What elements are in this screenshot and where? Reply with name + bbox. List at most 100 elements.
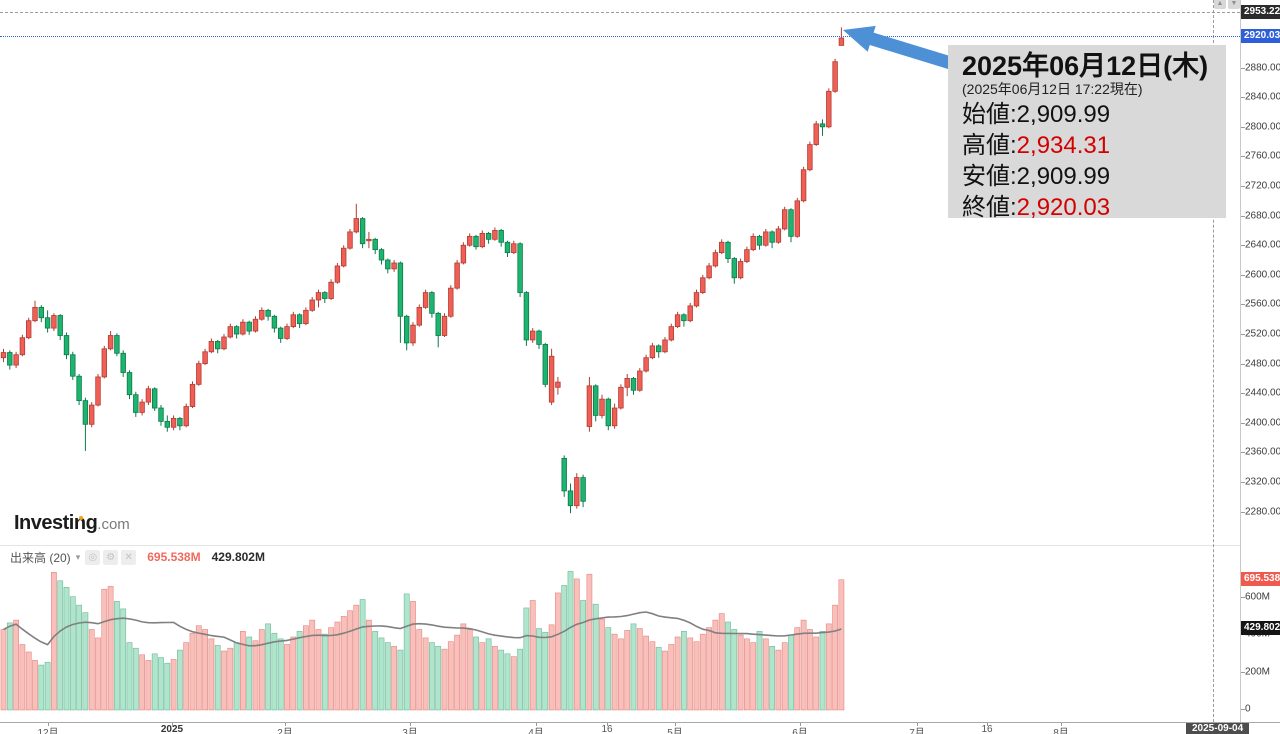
- volume-bar: [315, 629, 322, 711]
- tooltip-row-label: 終値:: [962, 194, 1017, 221]
- candle-body-up: [693, 292, 700, 307]
- volume-bar: [687, 637, 694, 711]
- candle-body-down: [44, 317, 51, 329]
- volume-bar: [69, 596, 76, 711]
- volume-bar: [290, 636, 297, 711]
- candle-body-down: [126, 372, 133, 396]
- price-tick-mark: [1241, 156, 1245, 158]
- volume-bar: [775, 649, 782, 711]
- volume-bar: [485, 638, 492, 711]
- volume-current-badge: 695.538M: [1241, 571, 1280, 586]
- volume-bar: [6, 622, 13, 711]
- candle-body-down: [429, 292, 435, 314]
- volume-bar: [25, 651, 32, 711]
- volume-bar: [271, 632, 278, 711]
- candle-body-down: [246, 321, 252, 332]
- crosshair-date-badge: 2025-09-04: [1186, 723, 1250, 734]
- volume-bar: [529, 600, 536, 711]
- volume-bar: [655, 646, 662, 711]
- volume-bar: [819, 631, 826, 711]
- candle-body-up: [662, 339, 668, 353]
- crosshair-vertical-line: [1213, 0, 1214, 722]
- price-tick-mark: [1241, 511, 1245, 513]
- price-tick-label: 2520.00: [1245, 328, 1280, 340]
- candle-body-up: [586, 385, 593, 427]
- time-tick-mark: [48, 723, 49, 726]
- volume-bar: [309, 619, 316, 711]
- candle-body-up: [189, 383, 196, 407]
- volume-pane[interactable]: [0, 545, 1240, 723]
- volume-bar: [95, 637, 101, 711]
- volume-ma-badge: 429.802M: [1241, 621, 1280, 636]
- volume-chart-canvas[interactable]: [0, 546, 1240, 723]
- time-tick-mark: [987, 723, 988, 726]
- volume-bar: [183, 642, 190, 711]
- time-tick-label: 5月: [667, 728, 683, 734]
- price-tick-mark: [1241, 482, 1245, 484]
- price-tick-mark: [1241, 67, 1245, 69]
- volume-bar: [170, 659, 177, 711]
- volume-bar: [50, 572, 57, 711]
- volume-bar: [114, 601, 120, 711]
- volume-bar: [662, 650, 668, 711]
- candle-body-down: [265, 309, 271, 317]
- candle-body-up: [366, 238, 372, 242]
- candle-body-up: [548, 355, 555, 403]
- candle-body-up: [315, 292, 322, 301]
- candle-body-down: [567, 490, 574, 507]
- volume-bar: [296, 631, 303, 711]
- candle-body-up: [674, 314, 681, 328]
- candle-body-up: [25, 320, 32, 339]
- candle-body-up: [328, 281, 334, 299]
- candle-body-up: [347, 231, 353, 249]
- candle-body-down: [731, 258, 737, 279]
- chart-control-up-button[interactable]: ▲: [1214, 0, 1226, 9]
- candle-body-down: [151, 388, 158, 409]
- chevron-down-icon[interactable]: ▾: [75, 551, 81, 562]
- volume-bar: [479, 642, 486, 711]
- candle-body-up: [145, 388, 152, 403]
- tooltip-row-label: 始値:: [962, 101, 1017, 128]
- candle-body-up: [183, 406, 189, 427]
- close-icon[interactable]: ✕: [121, 549, 137, 565]
- visibility-icon[interactable]: ◎: [85, 549, 101, 565]
- candle-body-down: [63, 335, 70, 356]
- candle-body-down: [485, 232, 492, 240]
- volume-indicator-controls: ◎ ⚙ ✕: [85, 549, 137, 565]
- price-axis[interactable]: 2880.00 2840.00 2800.00 2760.00 2720.00 2680.…: [1240, 0, 1280, 722]
- time-tick-mark: [607, 723, 608, 726]
- volume-bar: [246, 636, 253, 711]
- candle-body-up: [340, 247, 347, 267]
- chart-control-down-button[interactable]: ▼: [1228, 0, 1240, 9]
- volume-bar: [258, 629, 265, 711]
- candle-body-up: [649, 345, 656, 359]
- volume-bar: [57, 580, 64, 711]
- time-tick-label: 16: [981, 724, 993, 734]
- candle-body-up: [687, 305, 693, 322]
- candle-body-down: [76, 375, 82, 402]
- settings-gear-icon[interactable]: ⚙: [103, 549, 119, 565]
- tooltip-row-value: 2,909.99: [1016, 101, 1111, 128]
- candle-body-down: [561, 457, 567, 492]
- time-tick-label: 6月: [792, 728, 808, 734]
- candle-body-down: [133, 394, 139, 413]
- candle-body-up: [807, 144, 813, 171]
- candle-body-up: [574, 477, 580, 507]
- price-chart-canvas[interactable]: [0, 0, 1240, 545]
- volume-bar: [580, 600, 586, 711]
- candle-body-up: [492, 230, 498, 240]
- volume-bar: [473, 636, 479, 711]
- candle-body-up: [196, 363, 202, 385]
- candle-body-down: [57, 315, 63, 336]
- time-axis[interactable]: 12月 2025 2月 3月 4月 16 5月 6月 7月 16 8月 2025-09-04: [0, 722, 1280, 734]
- candle-body-down: [542, 343, 548, 385]
- volume-bar: [82, 612, 89, 711]
- candle-body-down: [580, 477, 586, 502]
- candle-body-down: [322, 292, 328, 299]
- volume-bar: [0, 629, 7, 711]
- candle-body-up: [719, 241, 725, 254]
- price-tick-mark: [1241, 245, 1245, 247]
- volume-bar: [636, 628, 643, 711]
- volume-bar: [13, 619, 19, 711]
- volume-bar: [693, 641, 700, 711]
